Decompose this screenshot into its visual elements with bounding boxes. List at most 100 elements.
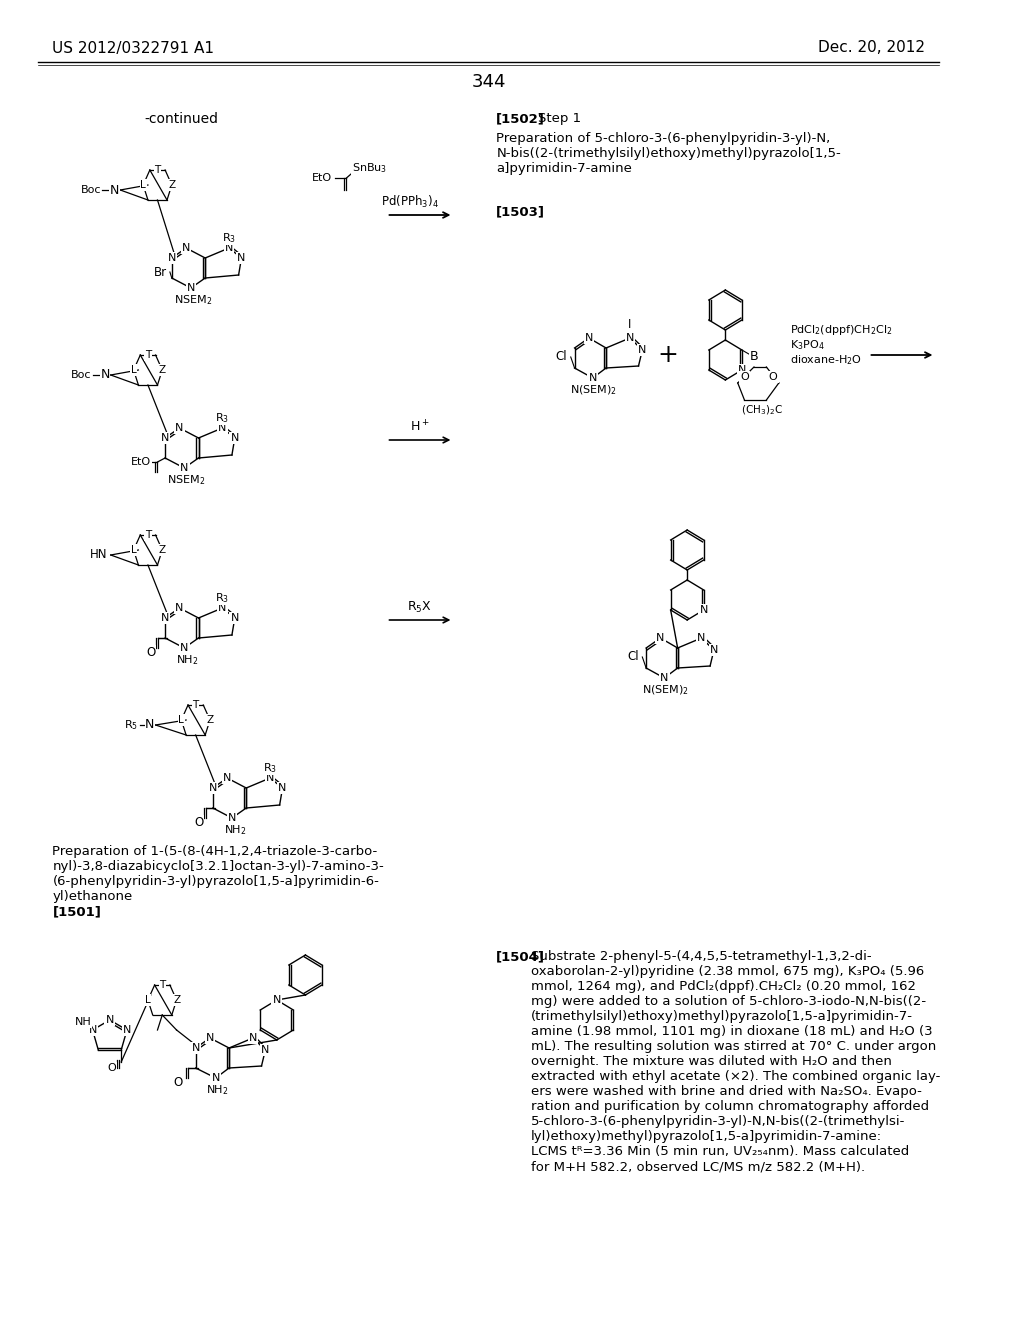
- Text: NSEM$_2$: NSEM$_2$: [167, 473, 205, 487]
- Text: (CH$_3$)$_2$C: (CH$_3$)$_2$C: [740, 403, 782, 417]
- Text: Pd(PPh$_3$)$_4$: Pd(PPh$_3$)$_4$: [381, 194, 439, 210]
- Text: L: L: [131, 366, 136, 375]
- Text: I: I: [629, 318, 632, 331]
- Text: N: N: [145, 718, 155, 731]
- Text: N: N: [100, 368, 110, 381]
- Text: N: N: [225, 243, 233, 253]
- Text: N: N: [699, 605, 708, 615]
- Text: N: N: [186, 282, 195, 293]
- Text: L: L: [140, 180, 146, 190]
- Text: EtO: EtO: [131, 457, 152, 467]
- Text: -continued: -continued: [144, 112, 218, 125]
- Text: N: N: [191, 1043, 200, 1053]
- Text: T: T: [144, 350, 152, 360]
- Text: L: L: [178, 715, 184, 725]
- Text: N: N: [279, 783, 287, 793]
- Text: R$_3$: R$_3$: [263, 762, 278, 775]
- Text: O: O: [174, 1076, 183, 1089]
- Text: NH$_2$: NH$_2$: [176, 653, 199, 667]
- Text: N: N: [737, 366, 746, 375]
- Text: N: N: [110, 183, 119, 197]
- Text: T: T: [155, 165, 161, 176]
- Text: Dec. 20, 2012: Dec. 20, 2012: [818, 41, 925, 55]
- Text: H$^+$: H$^+$: [411, 420, 430, 434]
- Text: NH: NH: [75, 1016, 91, 1027]
- Text: O: O: [108, 1063, 116, 1073]
- Text: R$_3$: R$_3$: [222, 231, 237, 246]
- Text: Br: Br: [154, 265, 167, 279]
- Text: N: N: [182, 243, 190, 253]
- Text: SnBu$_3$: SnBu$_3$: [352, 161, 387, 176]
- Text: Step 1: Step 1: [539, 112, 582, 125]
- Text: N(SEM)$_2$: N(SEM)$_2$: [570, 383, 617, 397]
- Text: T: T: [159, 979, 166, 990]
- Text: L: L: [145, 995, 151, 1005]
- Text: N: N: [168, 253, 176, 263]
- Text: N: N: [272, 995, 281, 1005]
- Text: N: N: [180, 643, 188, 653]
- Text: Z: Z: [173, 995, 180, 1005]
- Text: T: T: [193, 700, 199, 710]
- Text: Cl: Cl: [555, 351, 567, 363]
- Text: +: +: [657, 343, 679, 367]
- Text: O: O: [146, 645, 156, 659]
- Text: Z: Z: [168, 180, 175, 190]
- Text: N: N: [218, 603, 226, 612]
- Text: PdCl$_2$(dppf)CH$_2$Cl$_2$: PdCl$_2$(dppf)CH$_2$Cl$_2$: [791, 323, 893, 337]
- Text: HN: HN: [89, 549, 108, 561]
- Text: N: N: [710, 645, 718, 655]
- Text: N(SEM)$_2$: N(SEM)$_2$: [642, 684, 689, 697]
- Text: R$_3$: R$_3$: [215, 411, 229, 425]
- Text: R$_5$X: R$_5$X: [408, 599, 432, 615]
- Text: B: B: [750, 351, 759, 363]
- Text: Preparation of 5-chloro-3-(6-phenylpyridin-3-yl)-N,
N-bis((2-(trimethylsilyl)eth: Preparation of 5-chloro-3-(6-phenylpyrid…: [497, 132, 841, 176]
- Text: R$_5$: R$_5$: [124, 718, 138, 731]
- Text: N: N: [266, 774, 274, 783]
- Text: N: N: [161, 433, 169, 444]
- Text: NH$_2$: NH$_2$: [223, 824, 246, 837]
- Text: N: N: [175, 422, 183, 433]
- Text: EtO: EtO: [311, 173, 332, 183]
- Text: Z: Z: [207, 715, 214, 725]
- Text: [1504]: [1504]: [497, 950, 546, 964]
- Text: N: N: [585, 333, 593, 343]
- Text: N: N: [589, 374, 597, 383]
- Text: N: N: [175, 603, 183, 612]
- Text: O: O: [740, 372, 749, 381]
- Text: K$_3$PO$_4$: K$_3$PO$_4$: [791, 338, 825, 352]
- Text: N: N: [238, 253, 246, 263]
- Text: N: N: [212, 1073, 220, 1082]
- Text: Boc: Boc: [71, 370, 91, 380]
- Text: T: T: [144, 531, 152, 540]
- Text: N: N: [230, 612, 239, 623]
- Text: R$_3$: R$_3$: [215, 591, 229, 605]
- Text: Z: Z: [159, 366, 166, 375]
- Text: US 2012/0322791 A1: US 2012/0322791 A1: [52, 41, 214, 55]
- Text: N: N: [223, 774, 231, 783]
- Text: Cl: Cl: [627, 651, 639, 664]
- Text: 344: 344: [471, 73, 506, 91]
- Text: N: N: [180, 463, 188, 473]
- Text: N: N: [88, 1026, 96, 1035]
- Text: N: N: [249, 1034, 257, 1043]
- Text: Z: Z: [159, 545, 166, 554]
- Text: [1502]: [1502]: [497, 112, 545, 125]
- Text: O: O: [194, 816, 203, 829]
- Text: N: N: [626, 333, 634, 343]
- Text: NH$_2$: NH$_2$: [206, 1084, 229, 1097]
- Text: O: O: [769, 372, 777, 381]
- Text: N: N: [660, 673, 669, 682]
- Text: dioxane-H$_2$O: dioxane-H$_2$O: [791, 354, 862, 367]
- Text: Boc: Boc: [81, 185, 101, 195]
- Text: N: N: [227, 813, 237, 822]
- Text: N: N: [638, 345, 646, 355]
- Text: Preparation of 1-(5-(8-(4H-1,2,4-triazole-3-carbo-
nyl)-3,8-diazabicyclo[3.2.1]o: Preparation of 1-(5-(8-(4H-1,2,4-triazol…: [52, 845, 384, 903]
- Text: N: N: [697, 634, 706, 643]
- Text: Substrate 2-phenyl-5-(4,4,5,5-tetramethyl-1,3,2-di-
oxaborolan-2-yl)pyridine (2.: Substrate 2-phenyl-5-(4,4,5,5-tetramethy…: [530, 950, 940, 1173]
- Text: N: N: [161, 612, 169, 623]
- Text: N: N: [261, 1045, 269, 1055]
- Text: L: L: [131, 545, 136, 554]
- Text: [1503]: [1503]: [497, 205, 546, 218]
- Text: N: N: [656, 634, 665, 643]
- Text: NSEM$_2$: NSEM$_2$: [174, 293, 212, 306]
